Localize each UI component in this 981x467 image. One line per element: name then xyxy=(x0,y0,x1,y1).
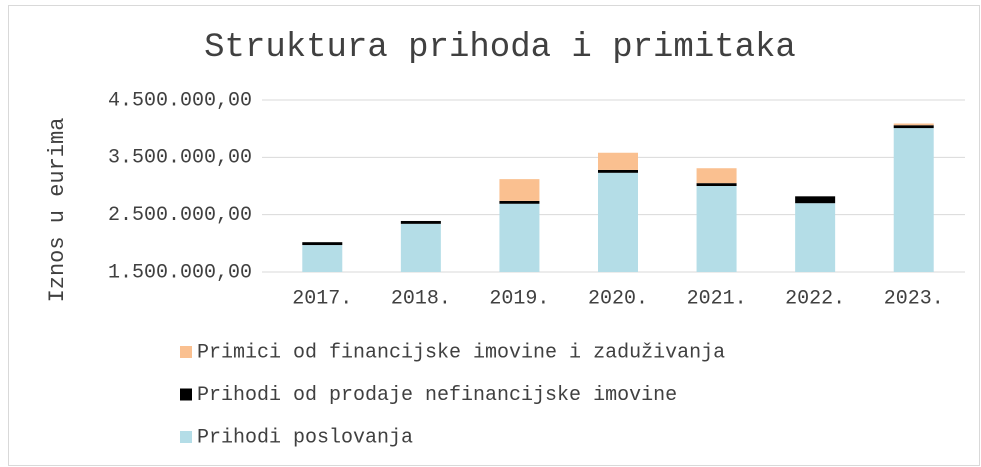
bar-segment xyxy=(598,172,638,272)
y-tick-label: 4.500.000,00 xyxy=(108,89,252,112)
bar-segment xyxy=(499,203,540,272)
bar-segment xyxy=(893,125,934,129)
bar-segment xyxy=(499,200,540,204)
y-tick-label: 3.500.000,00 xyxy=(108,147,252,170)
y-axis-label: Iznos u eurima xyxy=(45,118,70,303)
legend-swatch xyxy=(180,431,192,443)
bar-segment xyxy=(400,220,441,224)
bar-segment xyxy=(893,128,934,272)
bar-segment xyxy=(795,196,836,204)
legend-swatch xyxy=(180,388,192,401)
x-tick-label: 2019. xyxy=(489,287,549,310)
bar-segment xyxy=(598,169,638,173)
bar-segment xyxy=(302,242,343,246)
bar-segment xyxy=(696,186,737,272)
x-tick-label: 2022. xyxy=(785,287,845,310)
y-tick-label: 2.500.000,00 xyxy=(108,204,252,227)
bar-segment xyxy=(499,179,540,201)
x-tick-label: 2020. xyxy=(588,287,648,310)
x-tick-label: 2023. xyxy=(884,287,944,310)
y-tick-label: 1.500.000,00 xyxy=(108,261,252,284)
x-tick-label: 2018. xyxy=(391,287,451,310)
chart-title: Struktura prihoda i primitaka xyxy=(204,29,796,67)
x-tick-label: 2017. xyxy=(292,287,352,310)
bar-segment xyxy=(795,203,836,272)
legend-label: Prihodi poslovanja xyxy=(197,426,413,449)
bar-segment xyxy=(400,223,441,272)
bar-segment xyxy=(302,245,343,272)
bar-segment xyxy=(598,152,638,170)
bar-segment xyxy=(696,168,737,184)
legend-swatch xyxy=(180,346,192,358)
x-tick-label: 2021. xyxy=(687,287,747,310)
legend-label: Primici od financijske imovine i zaduživ… xyxy=(197,341,725,364)
bar-segment xyxy=(696,183,737,186)
bar-segment xyxy=(893,123,934,126)
legend-label: Prihodi od prodaje nefinancijske imovine xyxy=(197,384,677,407)
